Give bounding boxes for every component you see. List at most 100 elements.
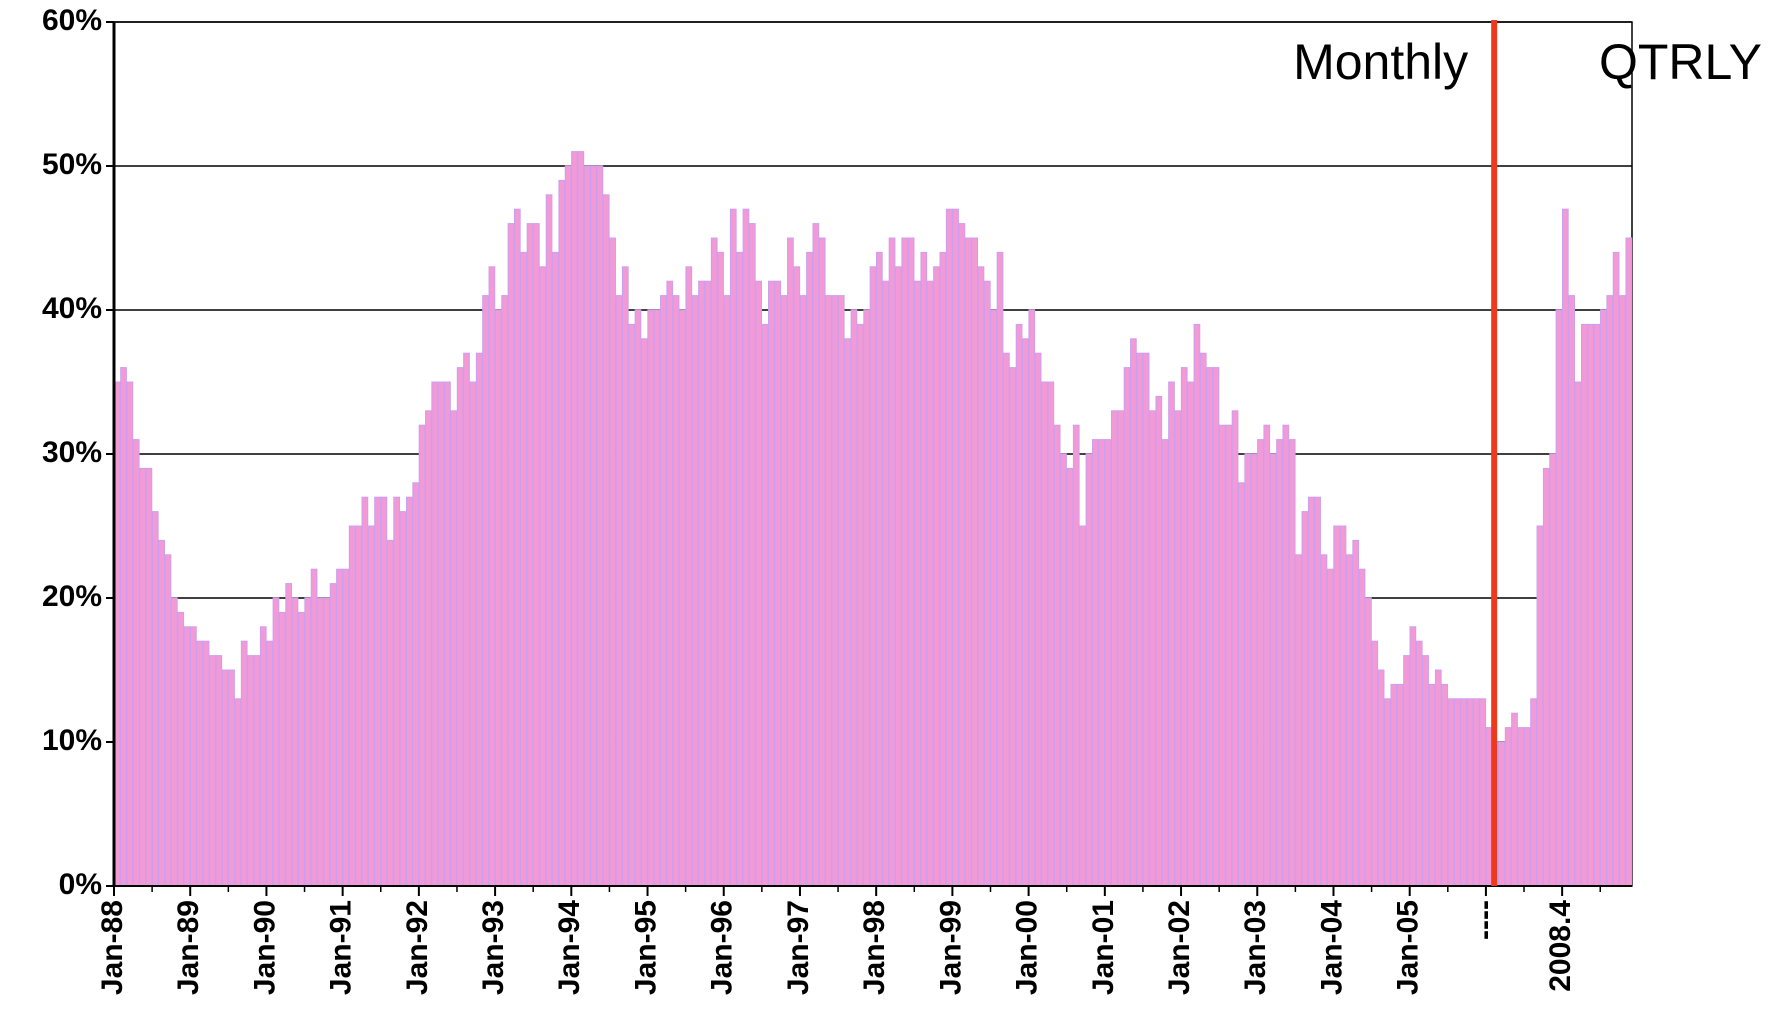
- y-tick-label: 0%: [59, 868, 102, 901]
- bar: [526, 223, 534, 887]
- bar: [1034, 352, 1042, 887]
- bar: [1415, 640, 1423, 887]
- bar: [1123, 367, 1131, 887]
- bar: [1498, 741, 1506, 887]
- bar: [901, 237, 909, 887]
- bar: [780, 295, 788, 887]
- bar: [628, 323, 636, 887]
- bar: [717, 251, 724, 887]
- bar: [831, 295, 839, 887]
- bar: [501, 295, 508, 887]
- bar: [1403, 655, 1410, 887]
- bar: [1434, 669, 1442, 887]
- bar: [685, 266, 693, 887]
- bar: [336, 568, 343, 887]
- bar: [488, 266, 496, 887]
- bar: [1085, 453, 1093, 887]
- bar: [1149, 410, 1156, 887]
- bar: [1568, 295, 1576, 887]
- bar: [374, 496, 381, 887]
- bar: [621, 266, 629, 887]
- bar: [1485, 727, 1493, 887]
- bar: [1326, 568, 1334, 887]
- bar: [609, 237, 616, 887]
- bar: [1212, 367, 1220, 887]
- bar: [1339, 525, 1347, 887]
- bar: [856, 323, 864, 887]
- bar: [1022, 338, 1029, 887]
- bar: [1174, 410, 1182, 887]
- bar: [1346, 554, 1353, 887]
- bar: [710, 237, 718, 887]
- bar: [539, 266, 547, 887]
- bar: [437, 381, 445, 887]
- bar: [513, 208, 521, 887]
- bar: [228, 669, 235, 887]
- bar: [304, 597, 312, 887]
- x-tick-label: Jan-01: [1087, 900, 1120, 995]
- bar: [691, 295, 699, 887]
- bar: [272, 597, 280, 887]
- bar: [1536, 525, 1544, 887]
- bar: [742, 208, 750, 887]
- bar: [355, 525, 362, 887]
- bar: [170, 597, 178, 887]
- x-tick-label: Jan-00: [1011, 900, 1044, 995]
- bar: [266, 640, 273, 887]
- bar: [1276, 439, 1283, 887]
- bar: [1250, 453, 1258, 887]
- y-tick-label: 30%: [42, 436, 102, 469]
- bar: [634, 309, 642, 887]
- bar: [1295, 554, 1302, 887]
- bar: [660, 295, 667, 887]
- bar: [1282, 424, 1290, 887]
- bar: [1193, 323, 1201, 887]
- bar: [1288, 439, 1296, 887]
- x-tick-label: Jan-94: [553, 900, 586, 995]
- bar: [1244, 453, 1252, 887]
- bar: [425, 410, 432, 887]
- bar: [1047, 381, 1055, 887]
- bar: [964, 237, 972, 887]
- bar: [463, 352, 470, 887]
- bar: [329, 583, 337, 887]
- bar: [1358, 568, 1366, 887]
- bar: [723, 295, 731, 887]
- bar: [863, 309, 871, 887]
- bar: [132, 439, 140, 887]
- bar: [450, 410, 458, 887]
- bar: [1136, 352, 1144, 887]
- bar: [482, 295, 489, 887]
- bar: [1307, 496, 1315, 887]
- bar: [875, 251, 883, 887]
- bar: [933, 266, 940, 887]
- bar: [1098, 439, 1106, 887]
- bar: [405, 496, 413, 887]
- bar: [1269, 453, 1277, 887]
- bar: [1314, 496, 1321, 887]
- bar: [475, 352, 483, 887]
- x-tick-label: Jan-91: [325, 900, 358, 995]
- bar: [1072, 424, 1080, 887]
- bar: [1180, 367, 1188, 887]
- bar: [1600, 309, 1607, 887]
- x-tick-label: Jan-04: [1315, 900, 1348, 995]
- bar: [736, 251, 743, 887]
- bar: [672, 295, 680, 887]
- bar: [259, 626, 267, 887]
- bar: [1301, 511, 1309, 887]
- bar: [799, 295, 807, 887]
- bar: [1060, 453, 1067, 887]
- bar: [1555, 309, 1563, 887]
- bar: [793, 266, 801, 887]
- bar: [1371, 640, 1379, 887]
- bar: [1517, 727, 1525, 887]
- x-tick-label: Jan-02: [1163, 900, 1196, 995]
- bar: [342, 568, 350, 887]
- bar: [939, 251, 947, 887]
- bar: [1041, 381, 1048, 887]
- bar: [590, 165, 597, 887]
- bar: [869, 266, 877, 887]
- bar: [1199, 352, 1207, 887]
- bar: [774, 280, 782, 887]
